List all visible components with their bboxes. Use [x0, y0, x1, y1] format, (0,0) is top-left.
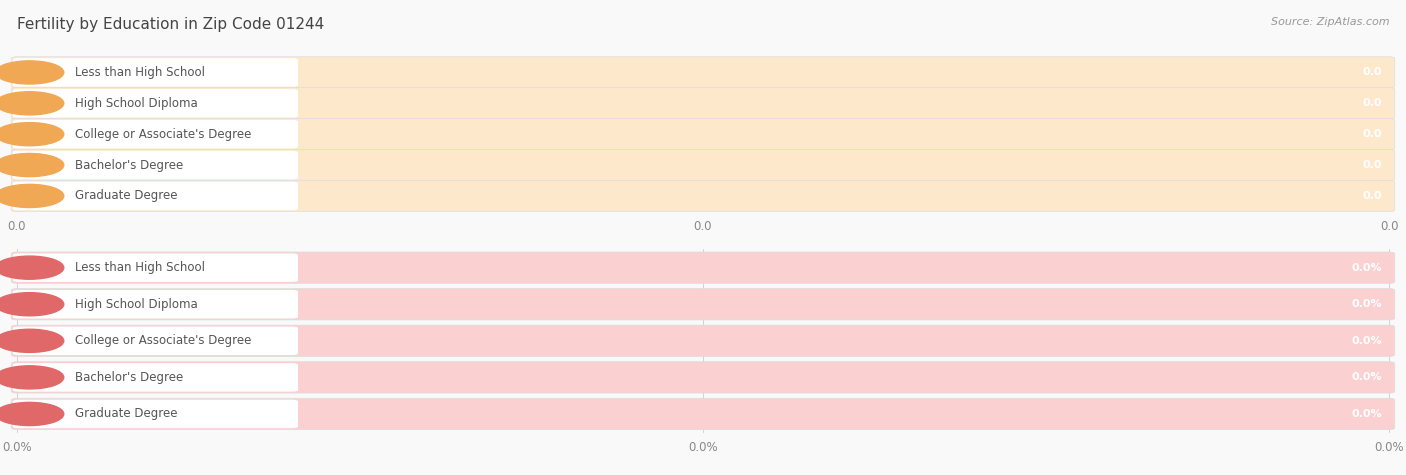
Circle shape	[0, 366, 63, 389]
Text: Fertility by Education in Zip Code 01244: Fertility by Education in Zip Code 01244	[17, 17, 325, 32]
Circle shape	[0, 92, 63, 115]
Text: 0.0%: 0.0%	[1374, 441, 1405, 454]
FancyBboxPatch shape	[13, 290, 298, 319]
Text: 0.0: 0.0	[7, 220, 27, 233]
FancyBboxPatch shape	[13, 181, 298, 210]
Text: Less than High School: Less than High School	[75, 66, 205, 79]
Circle shape	[0, 402, 63, 426]
FancyBboxPatch shape	[13, 120, 298, 148]
Circle shape	[0, 123, 63, 146]
Circle shape	[0, 153, 63, 177]
Text: Graduate Degree: Graduate Degree	[75, 408, 177, 420]
Circle shape	[0, 329, 63, 352]
FancyBboxPatch shape	[11, 362, 1395, 393]
Text: 0.0%: 0.0%	[1351, 372, 1382, 382]
Text: Bachelor's Degree: Bachelor's Degree	[75, 371, 183, 384]
FancyBboxPatch shape	[11, 398, 1395, 429]
Text: 0.0%: 0.0%	[1351, 299, 1382, 309]
FancyBboxPatch shape	[13, 254, 298, 282]
FancyBboxPatch shape	[11, 180, 1395, 211]
FancyBboxPatch shape	[11, 88, 1395, 119]
Text: 0.0: 0.0	[693, 220, 713, 233]
Text: College or Associate's Degree: College or Associate's Degree	[75, 128, 252, 141]
FancyBboxPatch shape	[11, 149, 1395, 180]
Text: 0.0: 0.0	[1362, 67, 1382, 77]
Text: 0.0: 0.0	[1362, 129, 1382, 139]
Circle shape	[0, 293, 63, 316]
FancyBboxPatch shape	[13, 89, 298, 118]
FancyBboxPatch shape	[11, 252, 1395, 283]
FancyBboxPatch shape	[13, 151, 298, 180]
FancyBboxPatch shape	[11, 289, 1395, 320]
Text: High School Diploma: High School Diploma	[75, 97, 198, 110]
Text: 0.0%: 0.0%	[1351, 409, 1382, 419]
FancyBboxPatch shape	[11, 119, 1395, 150]
Circle shape	[0, 184, 63, 208]
Text: 0.0: 0.0	[1379, 220, 1399, 233]
Text: Less than High School: Less than High School	[75, 261, 205, 274]
Text: 0.0%: 0.0%	[1351, 336, 1382, 346]
Text: 0.0%: 0.0%	[688, 441, 718, 454]
Text: 0.0%: 0.0%	[1351, 263, 1382, 273]
Text: Source: ZipAtlas.com: Source: ZipAtlas.com	[1271, 17, 1389, 27]
FancyBboxPatch shape	[13, 400, 298, 428]
FancyBboxPatch shape	[11, 57, 1395, 88]
Text: 0.0: 0.0	[1362, 191, 1382, 201]
Text: 0.0%: 0.0%	[1, 441, 32, 454]
Text: High School Diploma: High School Diploma	[75, 298, 198, 311]
Text: College or Associate's Degree: College or Associate's Degree	[75, 334, 252, 347]
FancyBboxPatch shape	[13, 327, 298, 355]
Text: 0.0: 0.0	[1362, 98, 1382, 108]
FancyBboxPatch shape	[11, 325, 1395, 356]
Text: Graduate Degree: Graduate Degree	[75, 190, 177, 202]
FancyBboxPatch shape	[13, 363, 298, 391]
FancyBboxPatch shape	[13, 58, 298, 86]
Circle shape	[0, 61, 63, 84]
Circle shape	[0, 256, 63, 279]
Text: 0.0: 0.0	[1362, 160, 1382, 170]
Text: Bachelor's Degree: Bachelor's Degree	[75, 159, 183, 171]
